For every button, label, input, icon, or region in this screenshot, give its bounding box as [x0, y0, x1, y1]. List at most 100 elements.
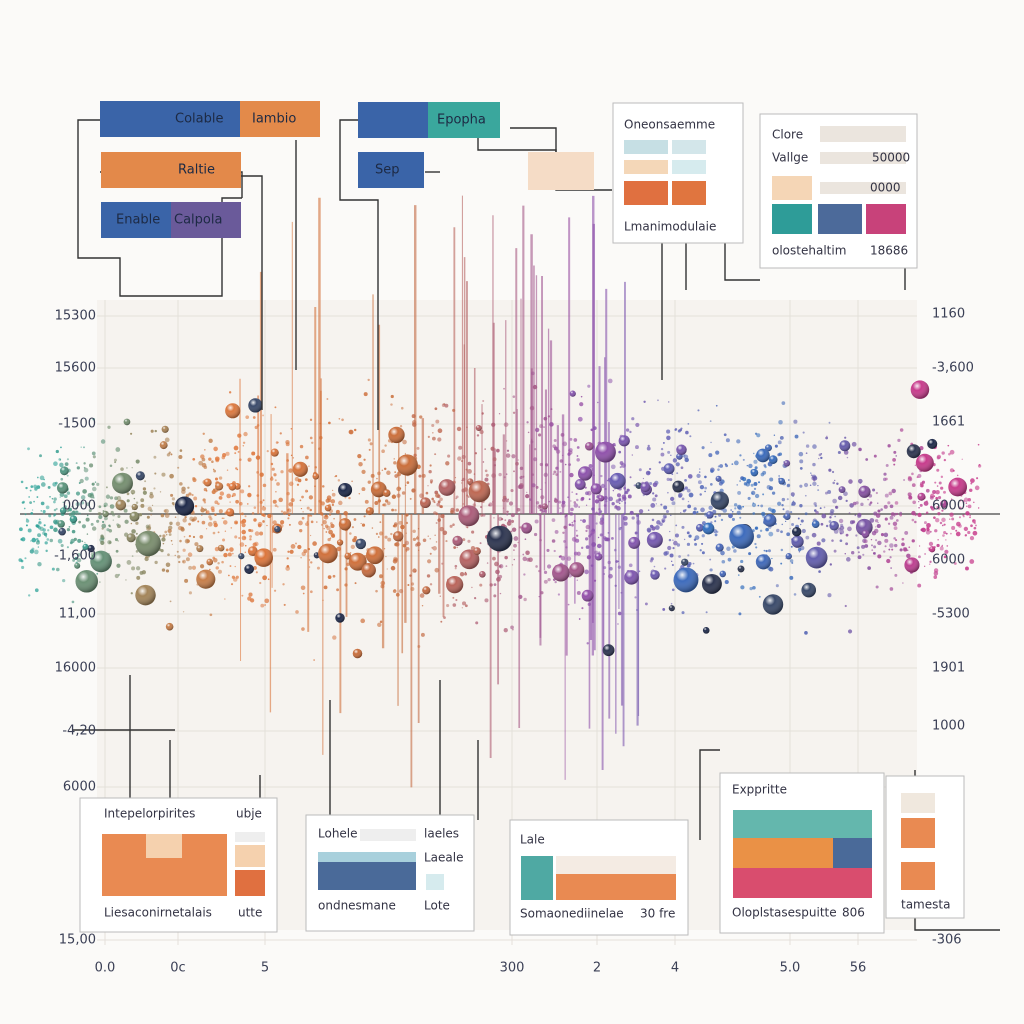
- particle: [432, 436, 436, 441]
- particle: [832, 481, 835, 485]
- particle: [856, 546, 860, 550]
- particle: [301, 551, 306, 557]
- particle: [672, 539, 674, 541]
- particle: [203, 501, 207, 504]
- particle: [889, 556, 892, 559]
- particle: [846, 456, 849, 459]
- particle: [234, 565, 236, 568]
- particle: [91, 451, 96, 456]
- particle: [442, 530, 448, 536]
- particle: [92, 418, 95, 421]
- particle: [917, 583, 922, 588]
- particle: [179, 449, 183, 452]
- particle: [512, 628, 514, 631]
- particle: [906, 553, 911, 559]
- particle: [638, 570, 641, 573]
- particle: [687, 500, 690, 503]
- particle: [381, 469, 384, 471]
- particle: [768, 566, 774, 572]
- sphere-shine: [248, 398, 263, 413]
- particle: [358, 493, 361, 495]
- particle: [587, 602, 591, 606]
- particle: [360, 618, 366, 624]
- particle: [699, 485, 705, 490]
- particle: [689, 435, 692, 438]
- particle: [743, 482, 748, 486]
- particle: [301, 627, 305, 631]
- particle: [300, 507, 303, 510]
- particle: [260, 603, 265, 608]
- particle: [685, 430, 689, 435]
- particle: [286, 491, 290, 496]
- particle: [799, 484, 803, 488]
- particle: [606, 479, 609, 482]
- particle: [754, 493, 760, 499]
- particle: [875, 513, 881, 518]
- particle: [66, 491, 71, 495]
- particle: [465, 468, 468, 471]
- particle: [427, 485, 429, 487]
- particle: [958, 506, 962, 510]
- particle: [449, 524, 453, 528]
- particle: [722, 508, 727, 513]
- particle: [540, 495, 545, 500]
- particle: [510, 530, 513, 533]
- particle: [631, 516, 635, 520]
- particle: [237, 433, 242, 438]
- particle: [535, 565, 538, 568]
- particle: [271, 467, 275, 471]
- sphere-shine: [244, 564, 254, 574]
- sphere-shine: [791, 535, 804, 548]
- sphere-shine: [452, 535, 463, 547]
- particle: [311, 441, 314, 444]
- particle: [561, 503, 566, 508]
- particle: [231, 552, 234, 555]
- particle: [51, 567, 55, 571]
- particle: [379, 620, 383, 624]
- particle: [337, 479, 341, 482]
- particle: [948, 452, 951, 456]
- particle: [650, 503, 656, 508]
- particle: [103, 502, 108, 507]
- particle: [71, 510, 76, 515]
- particle: [318, 499, 322, 503]
- particle: [189, 516, 194, 521]
- particle: [338, 500, 343, 506]
- particle: [115, 549, 119, 553]
- particle: [779, 435, 784, 440]
- sphere-shine: [521, 522, 533, 534]
- particle: [571, 523, 574, 527]
- particle: [720, 550, 725, 556]
- particle: [704, 475, 707, 479]
- panel-label: ubje: [236, 807, 262, 821]
- particle: [394, 508, 397, 512]
- particle: [671, 588, 675, 592]
- panel: Exppritte Oloplstasespuitte 806: [719, 772, 885, 934]
- sphere-shine: [785, 553, 792, 560]
- particle: [951, 517, 955, 521]
- particle: [694, 535, 700, 540]
- particle: [871, 544, 873, 547]
- particle: [83, 446, 85, 449]
- particle: [791, 501, 796, 506]
- particle: [383, 548, 386, 550]
- particle: [817, 484, 819, 487]
- particle: [192, 535, 196, 539]
- particle: [767, 549, 771, 553]
- particle: [857, 551, 860, 554]
- particle: [38, 518, 41, 521]
- particle: [461, 460, 464, 463]
- particle: [908, 546, 911, 549]
- particle: [510, 519, 515, 523]
- particle: [113, 458, 117, 462]
- particle: [352, 538, 357, 543]
- box-label: Epopha: [437, 113, 486, 128]
- particle: [740, 585, 745, 590]
- particle: [443, 616, 446, 619]
- particle: [724, 463, 727, 466]
- particle: [282, 511, 287, 515]
- particle: [567, 452, 571, 456]
- particle: [748, 552, 752, 556]
- sphere-shine: [486, 525, 513, 552]
- particle: [262, 483, 267, 488]
